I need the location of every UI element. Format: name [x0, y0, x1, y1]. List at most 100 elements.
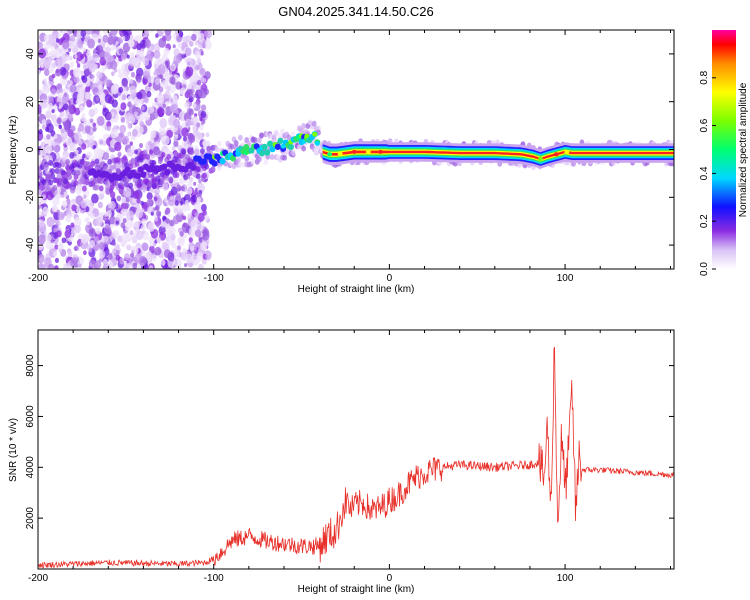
snr-frame: [37, 329, 675, 570]
noise-blob: [75, 186, 82, 195]
noise-blob: [121, 35, 126, 41]
ridge-halo: [94, 184, 100, 191]
noise-blob: [197, 79, 202, 86]
noise-blob: [73, 217, 82, 228]
noise-blob: [80, 234, 89, 244]
ridge-halo: [109, 164, 115, 171]
noise-blob: [129, 78, 134, 84]
noise-blob: [85, 85, 91, 93]
noise-blob: [133, 111, 138, 117]
noise-blob: [48, 97, 55, 105]
ridge-halo: [90, 160, 96, 167]
noise-blob: [69, 152, 75, 159]
noise-blob: [154, 216, 159, 222]
noise-blob: [102, 30, 109, 35]
noise-blob: [40, 98, 48, 109]
noise-blob: [56, 209, 60, 214]
noise-blob: [153, 146, 161, 156]
ridge-core: [140, 171, 147, 178]
noise-blob: [202, 78, 207, 83]
noise-blob: [67, 47, 72, 53]
noise-blob: [106, 112, 112, 120]
ridge-core: [206, 153, 213, 160]
noise-blob: [67, 250, 73, 258]
noise-blob: [171, 65, 175, 70]
x-tick-label: 100: [557, 273, 574, 284]
noise-blob: [83, 194, 87, 200]
noise-blob: [191, 72, 200, 83]
noise-blob: [194, 229, 202, 238]
noise-blob: [119, 124, 127, 134]
ridge-halo: [269, 153, 275, 160]
ridge-halo: [259, 132, 264, 139]
noise-blob: [68, 40, 75, 50]
noise-blob: [204, 88, 209, 95]
noise-blob: [162, 140, 166, 145]
noise-blob: [53, 205, 59, 213]
noise-blob: [88, 108, 95, 118]
noise-blob: [125, 225, 130, 232]
noise-blob: [80, 53, 85, 60]
noise-blob: [186, 187, 193, 195]
colorbar-tick-label: 0.0: [699, 262, 710, 276]
noise-blob: [204, 71, 211, 80]
noise-blob: [75, 149, 79, 155]
noise-blob: [103, 235, 109, 243]
noise-blob: [121, 94, 127, 101]
ridge-core: [161, 163, 168, 170]
noise-blob: [150, 30, 154, 33]
noise-blob: [115, 106, 121, 112]
ridge-halo: [195, 173, 201, 180]
noise-blob: [199, 124, 204, 131]
noise-blob: [185, 253, 193, 264]
colorbar-tick-label: 0.4: [699, 166, 710, 180]
ridge-halo: [81, 185, 87, 192]
noise-blob: [94, 87, 99, 93]
noise-blob: [58, 124, 63, 130]
noise-blob: [58, 101, 64, 108]
noise-blob: [86, 151, 93, 159]
ridge-core: [261, 143, 268, 151]
noise-blob: [43, 77, 48, 83]
ridge-halo: [48, 179, 54, 186]
noise-blob: [182, 136, 188, 142]
noise-blob: [79, 122, 83, 128]
ridge-halo: [130, 157, 136, 164]
noise-blob: [41, 194, 46, 200]
noise-blob: [196, 122, 201, 128]
noise-blob: [184, 199, 189, 206]
noise-blob: [53, 48, 62, 59]
noise-blob: [148, 141, 152, 146]
noise-blob: [191, 255, 200, 266]
noise-blob: [143, 57, 150, 66]
noise-blob: [173, 207, 179, 214]
noise-blob: [129, 141, 133, 146]
ridge-halo: [65, 159, 70, 166]
noise-blob: [92, 145, 97, 150]
noise-blob: [151, 182, 157, 190]
ridge-core: [230, 155, 237, 162]
ridge-halo: [105, 184, 110, 191]
ridge-core: [264, 149, 271, 156]
noise-blob: [80, 70, 84, 75]
noise-blob: [73, 30, 77, 35]
noise-blob: [193, 94, 197, 98]
ridge-halo: [311, 120, 317, 127]
noise-blob: [39, 262, 43, 268]
noise-blob: [106, 121, 112, 128]
colorbar-tick-label: 0.6: [699, 118, 710, 132]
noise-blob: [45, 233, 52, 242]
ridge-halo: [216, 165, 222, 172]
noise-blob: [55, 38, 60, 43]
noise-blob: [147, 106, 154, 115]
noise-blob: [158, 231, 167, 241]
noise-blob: [196, 132, 203, 140]
noise-blob: [56, 98, 61, 103]
noise-blob: [114, 114, 119, 120]
noise-blob: [126, 210, 135, 221]
noise-blob: [163, 72, 170, 80]
noise-blob: [158, 37, 167, 48]
noise-blob: [107, 252, 113, 260]
ridge-halo: [73, 179, 79, 186]
noise-blob: [92, 122, 97, 128]
